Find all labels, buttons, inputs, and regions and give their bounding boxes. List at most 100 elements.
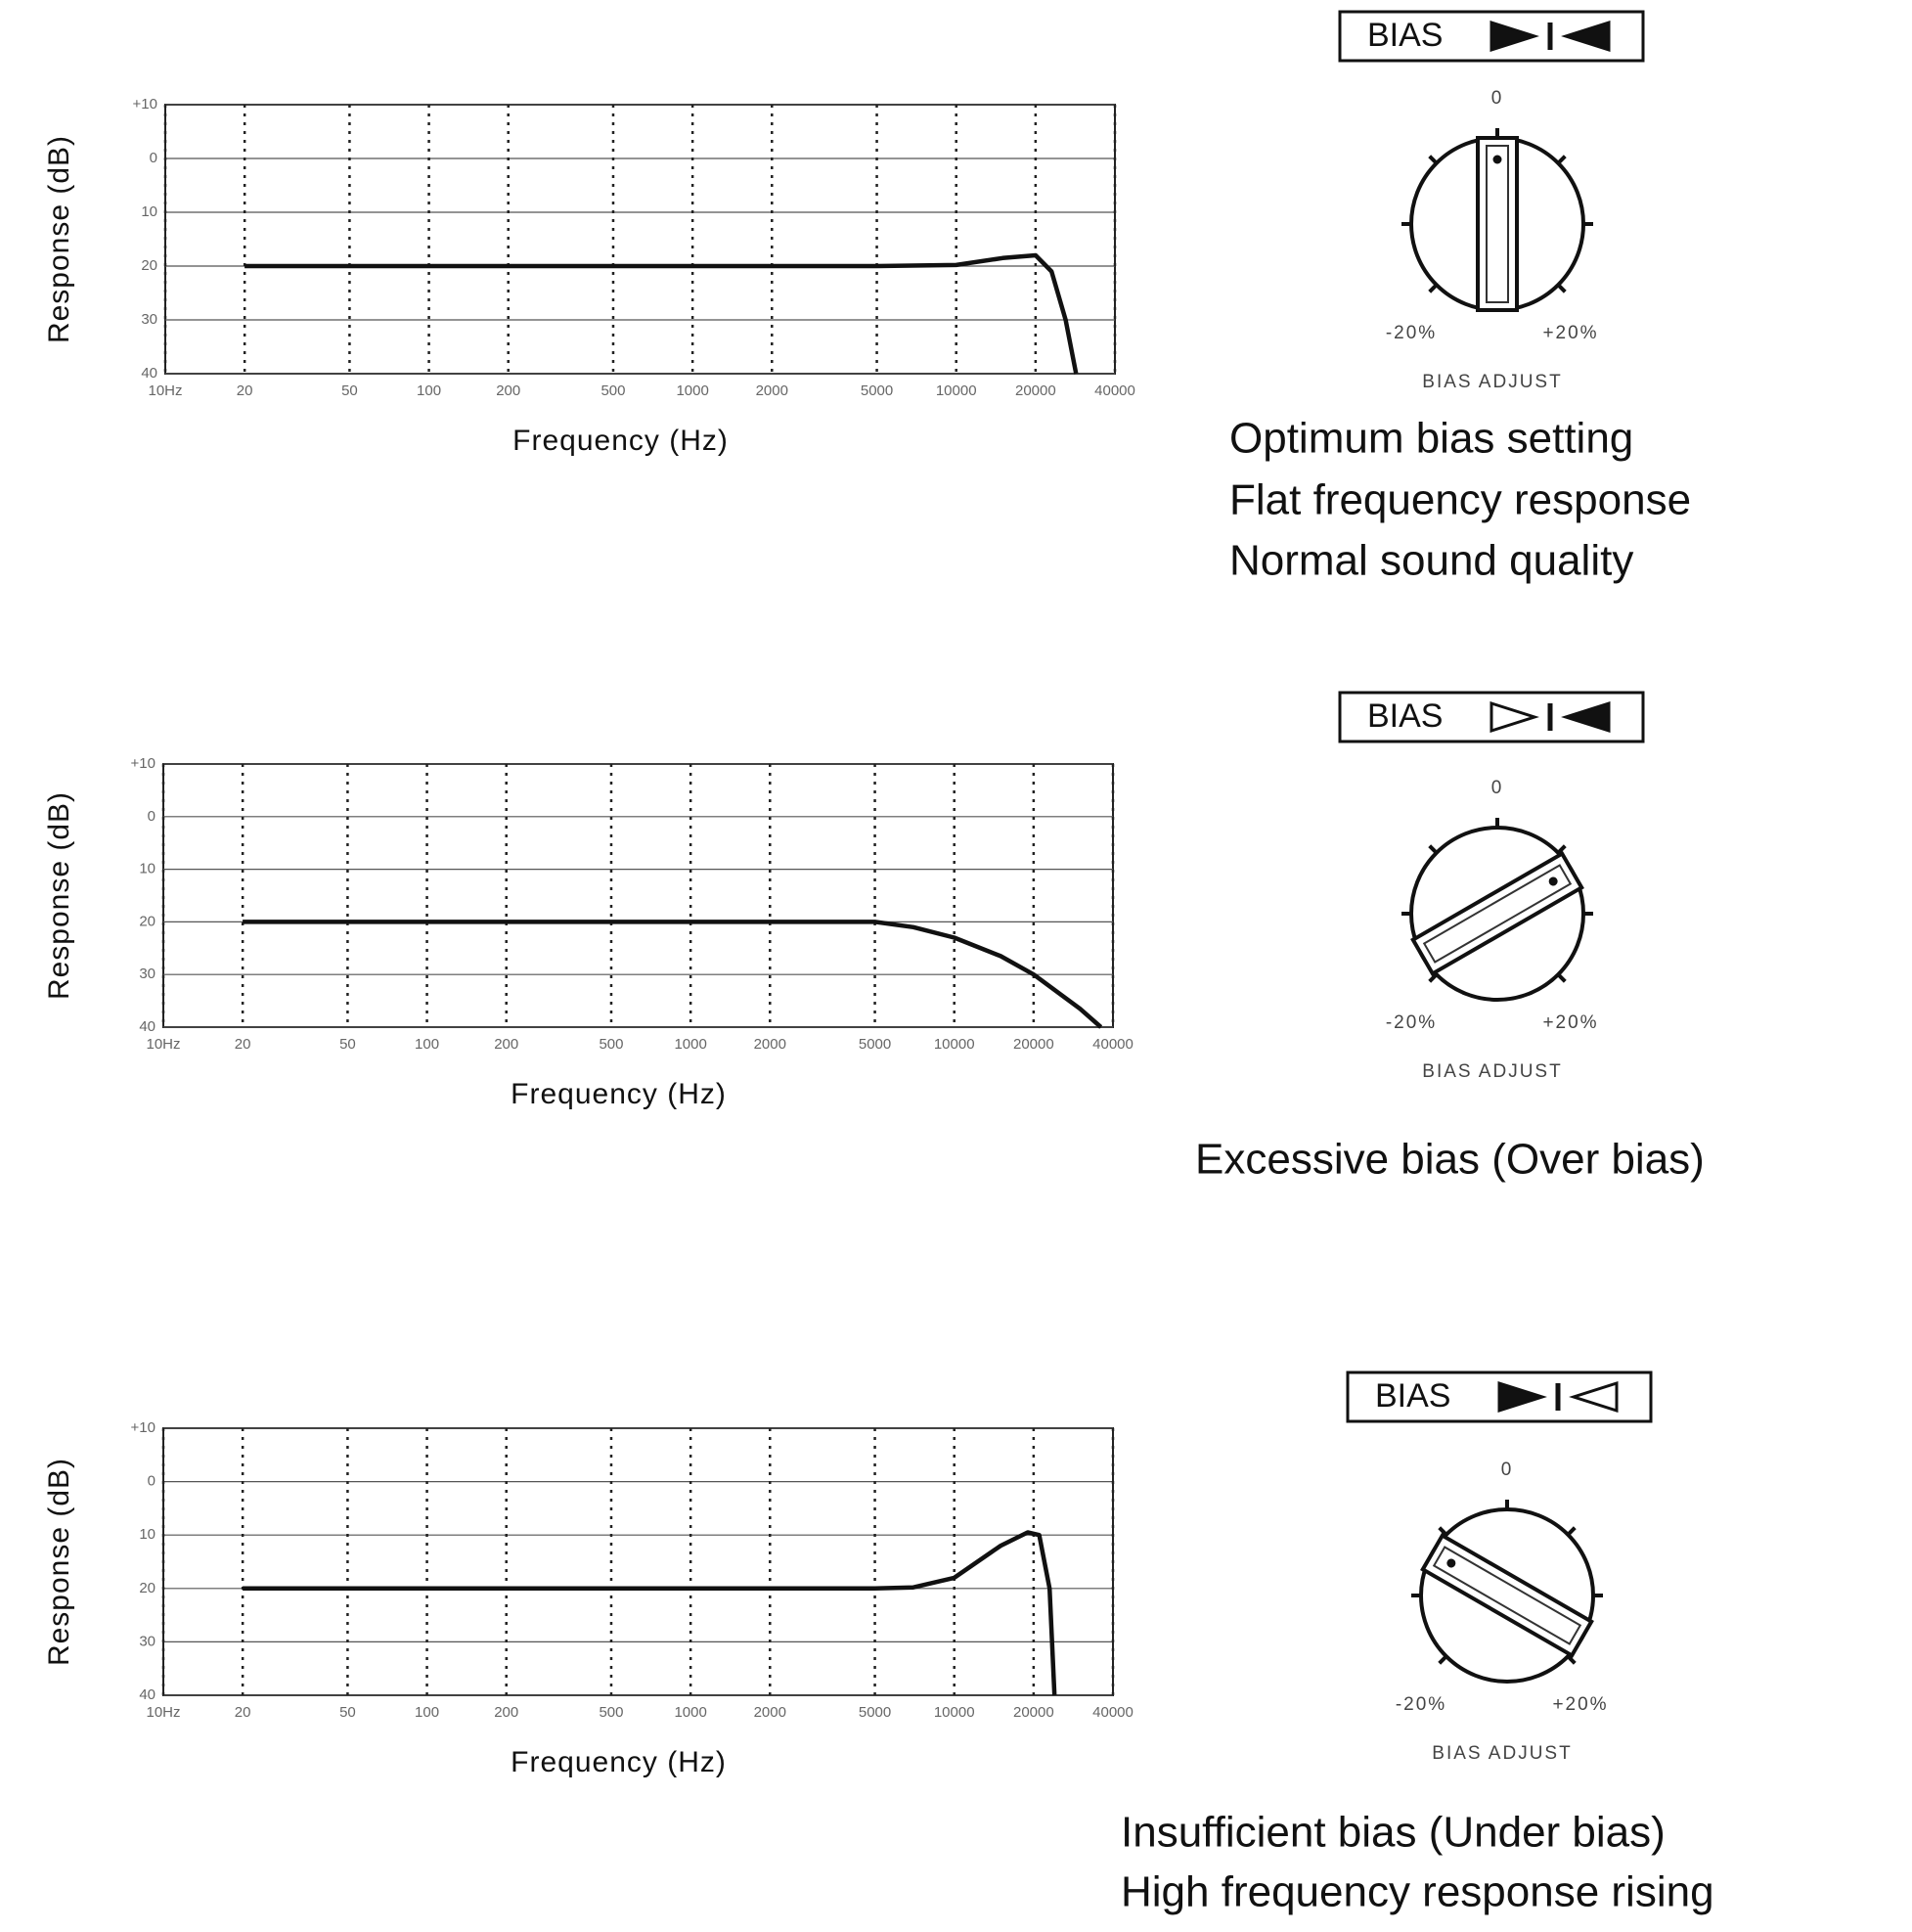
dial-min: -20% — [1386, 1012, 1437, 1033]
dial-zero: 0 — [1491, 88, 1504, 109]
dial-tick — [1438, 1526, 1448, 1537]
y-tick-label: 30 — [141, 311, 157, 328]
y-tick-label: 10 — [139, 861, 156, 877]
x-tick-label: 40000 — [1092, 1036, 1134, 1053]
dial-zero: 0 — [1491, 778, 1504, 798]
x-tick-label: 10Hz — [146, 1036, 180, 1053]
x-tick-label: 5000 — [861, 382, 893, 399]
knob-bar — [1476, 136, 1519, 312]
y-axis-label: Response (dB) — [43, 1458, 75, 1666]
dial-max: +20% — [1542, 1012, 1598, 1033]
caption: Flat frequency response — [1229, 476, 1691, 524]
dial-tick — [1428, 155, 1439, 165]
dial-tick — [1556, 155, 1567, 165]
dial-knob — [1420, 1532, 1594, 1659]
x-axis-label: Frequency (Hz) — [512, 425, 729, 457]
switch-arrow-right — [1490, 20, 1539, 53]
caption: Normal sound quality — [1229, 537, 1633, 585]
dial-max: +20% — [1542, 323, 1598, 343]
dial-tick — [1556, 972, 1567, 983]
y-tick-label: 10 — [139, 1526, 156, 1543]
knob-inner — [1432, 1546, 1582, 1645]
response-curve — [243, 920, 1103, 1029]
response-curve — [243, 1530, 1057, 1696]
x-tick-label: 500 — [599, 1036, 623, 1053]
y-axis-label: Response (dB) — [43, 791, 75, 1000]
x-tick-label: 10000 — [934, 1036, 975, 1053]
caption: High frequency response rising — [1121, 1868, 1714, 1916]
dial-label: BIAS ADJUST — [1422, 372, 1562, 392]
plot-frame — [162, 763, 1114, 1028]
x-tick-label: 100 — [415, 1704, 439, 1721]
x-axis-label: Frequency (Hz) — [511, 1746, 727, 1778]
x-tick-label: 1000 — [674, 1036, 706, 1053]
x-tick-label: 100 — [417, 382, 441, 399]
dial-tick — [1556, 283, 1567, 293]
switch-arrow-left — [1561, 20, 1611, 53]
y-tick-label: 20 — [139, 1580, 156, 1596]
dial-min: -20% — [1386, 323, 1437, 343]
knob-inner — [1486, 145, 1509, 303]
caption: Insufficient bias (Under bias) — [1121, 1809, 1666, 1857]
y-tick-label: 40 — [139, 1686, 156, 1703]
x-tick-label: 10Hz — [148, 382, 182, 399]
dial-tick — [1428, 283, 1439, 293]
x-tick-label: 20000 — [1013, 1704, 1054, 1721]
y-tick-label: 40 — [141, 365, 157, 382]
switch-frame — [1338, 10, 1645, 63]
y-tick-label: 10 — [141, 203, 157, 220]
y-tick-label: 0 — [148, 1473, 156, 1490]
y-axis-label: Response (dB) — [43, 135, 75, 343]
dial-tick — [1428, 844, 1439, 855]
knob-dot — [1548, 876, 1558, 886]
knob-bar — [1420, 1532, 1594, 1659]
x-tick-label: 10000 — [934, 1704, 975, 1721]
x-axis-label: Frequency (Hz) — [511, 1078, 727, 1110]
x-tick-label: 2000 — [754, 1036, 786, 1053]
x-tick-label: 20 — [237, 382, 253, 399]
switch-arrow-left — [1569, 1380, 1619, 1414]
x-tick-label: 50 — [341, 382, 358, 399]
y-tick-label: 20 — [139, 913, 156, 929]
x-tick-label: 5000 — [859, 1704, 891, 1721]
x-tick-label: 40000 — [1094, 382, 1135, 399]
switch-frame — [1346, 1370, 1653, 1423]
x-tick-label: 500 — [599, 1704, 623, 1721]
y-tick-label: +10 — [131, 1419, 156, 1436]
switch-label: BIAS — [1367, 697, 1443, 735]
x-tick-label: 1000 — [674, 1704, 706, 1721]
y-tick-label: 40 — [139, 1018, 156, 1035]
dial-max: +20% — [1552, 1694, 1608, 1715]
y-tick-label: 30 — [139, 1633, 156, 1649]
x-tick-label: 20000 — [1013, 1036, 1054, 1053]
y-tick-label: +10 — [131, 755, 156, 772]
knob-bar — [1410, 850, 1584, 977]
x-tick-label: 1000 — [676, 382, 708, 399]
knob-dot — [1492, 155, 1502, 164]
x-tick-label: 40000 — [1092, 1704, 1134, 1721]
y-tick-label: +10 — [133, 96, 157, 112]
x-tick-label: 2000 — [756, 382, 788, 399]
switch-label: BIAS — [1367, 17, 1443, 54]
x-tick-label: 100 — [415, 1036, 439, 1053]
y-tick-label: 30 — [139, 966, 156, 982]
dial-tick — [1566, 1654, 1577, 1665]
dial-label: BIAS ADJUST — [1422, 1061, 1562, 1082]
x-tick-label: 200 — [494, 1704, 518, 1721]
x-tick-label: 200 — [496, 382, 520, 399]
dial-label: BIAS ADJUST — [1432, 1743, 1572, 1764]
x-tick-label: 10Hz — [146, 1704, 180, 1721]
x-tick-label: 200 — [494, 1036, 518, 1053]
dial-tick — [1428, 972, 1439, 983]
response-curve — [245, 252, 1079, 375]
switch-arrow-right — [1490, 700, 1539, 734]
x-tick-label: 50 — [339, 1036, 356, 1053]
dial-min: -20% — [1396, 1694, 1446, 1715]
x-tick-label: 10000 — [936, 382, 977, 399]
x-tick-label: 500 — [600, 382, 625, 399]
knob-dot — [1446, 1558, 1456, 1568]
caption: Optimum bias setting — [1229, 415, 1633, 463]
switch-frame — [1338, 691, 1645, 743]
